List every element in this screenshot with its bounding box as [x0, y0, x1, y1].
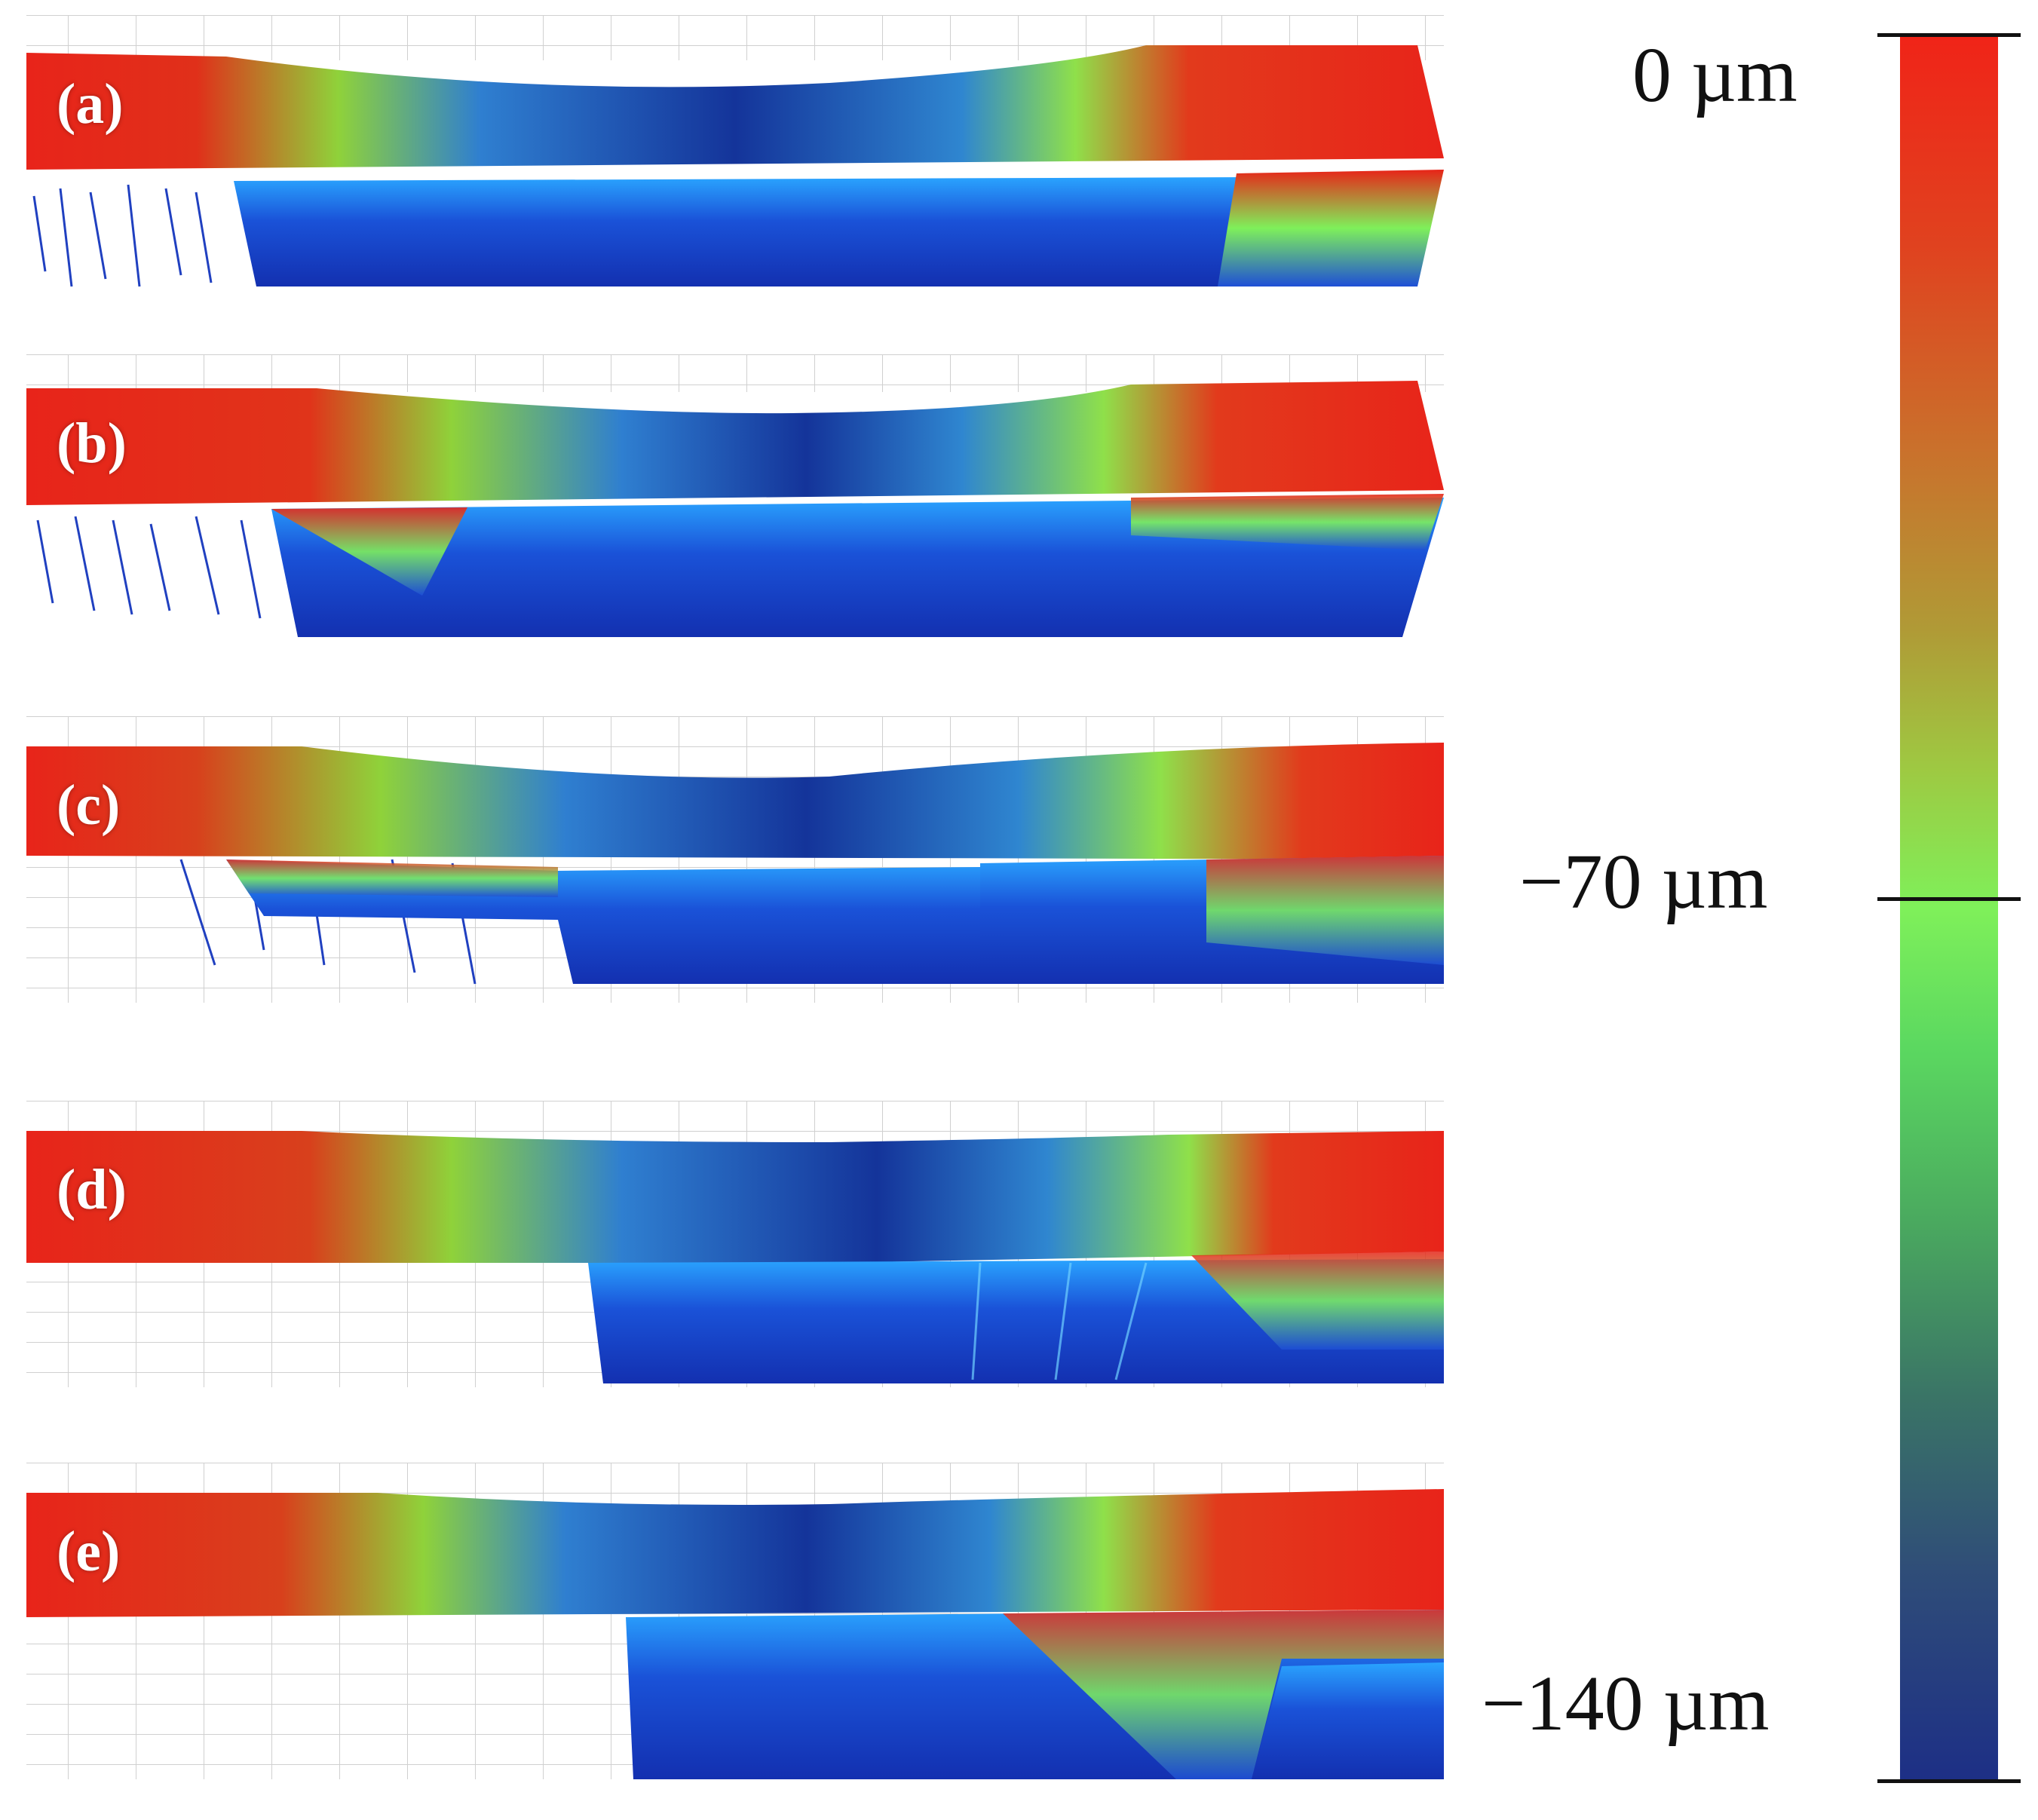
panel-label-b: (b) [57, 412, 127, 475]
panel-label-e: (e) [57, 1520, 121, 1583]
colorbar-tick-mid [1877, 897, 2021, 901]
surface-scan-a [26, 15, 1444, 287]
scan-panel-c: (c) [0, 716, 1478, 1033]
scan-panel-b: (b) [0, 354, 1478, 671]
colorbar-label-bottom: −140 µm [1482, 1660, 1770, 1747]
colorbar-label-mid: −70 µm [1519, 838, 1768, 925]
surface-scan-b [26, 354, 1444, 637]
panel-label-c: (c) [57, 774, 121, 837]
scan-panel-e: (e) [0, 1463, 1478, 1779]
panel-label-a: (a) [57, 72, 124, 136]
scan-panel-d: (d) [0, 1101, 1478, 1417]
colorbar-label-top: 0 µm [1632, 32, 1797, 118]
colorbar-tick-top [1877, 33, 2021, 37]
surface-scan-d [26, 1101, 1444, 1387]
surface-scan-c [26, 716, 1444, 1003]
panel-label-d: (d) [57, 1158, 127, 1221]
depth-colorbar [1900, 36, 1998, 1781]
scan-panel-a: (a) [0, 15, 1478, 332]
colorbar-tick-bottom [1877, 1779, 2021, 1783]
surface-scan-e [26, 1463, 1444, 1779]
